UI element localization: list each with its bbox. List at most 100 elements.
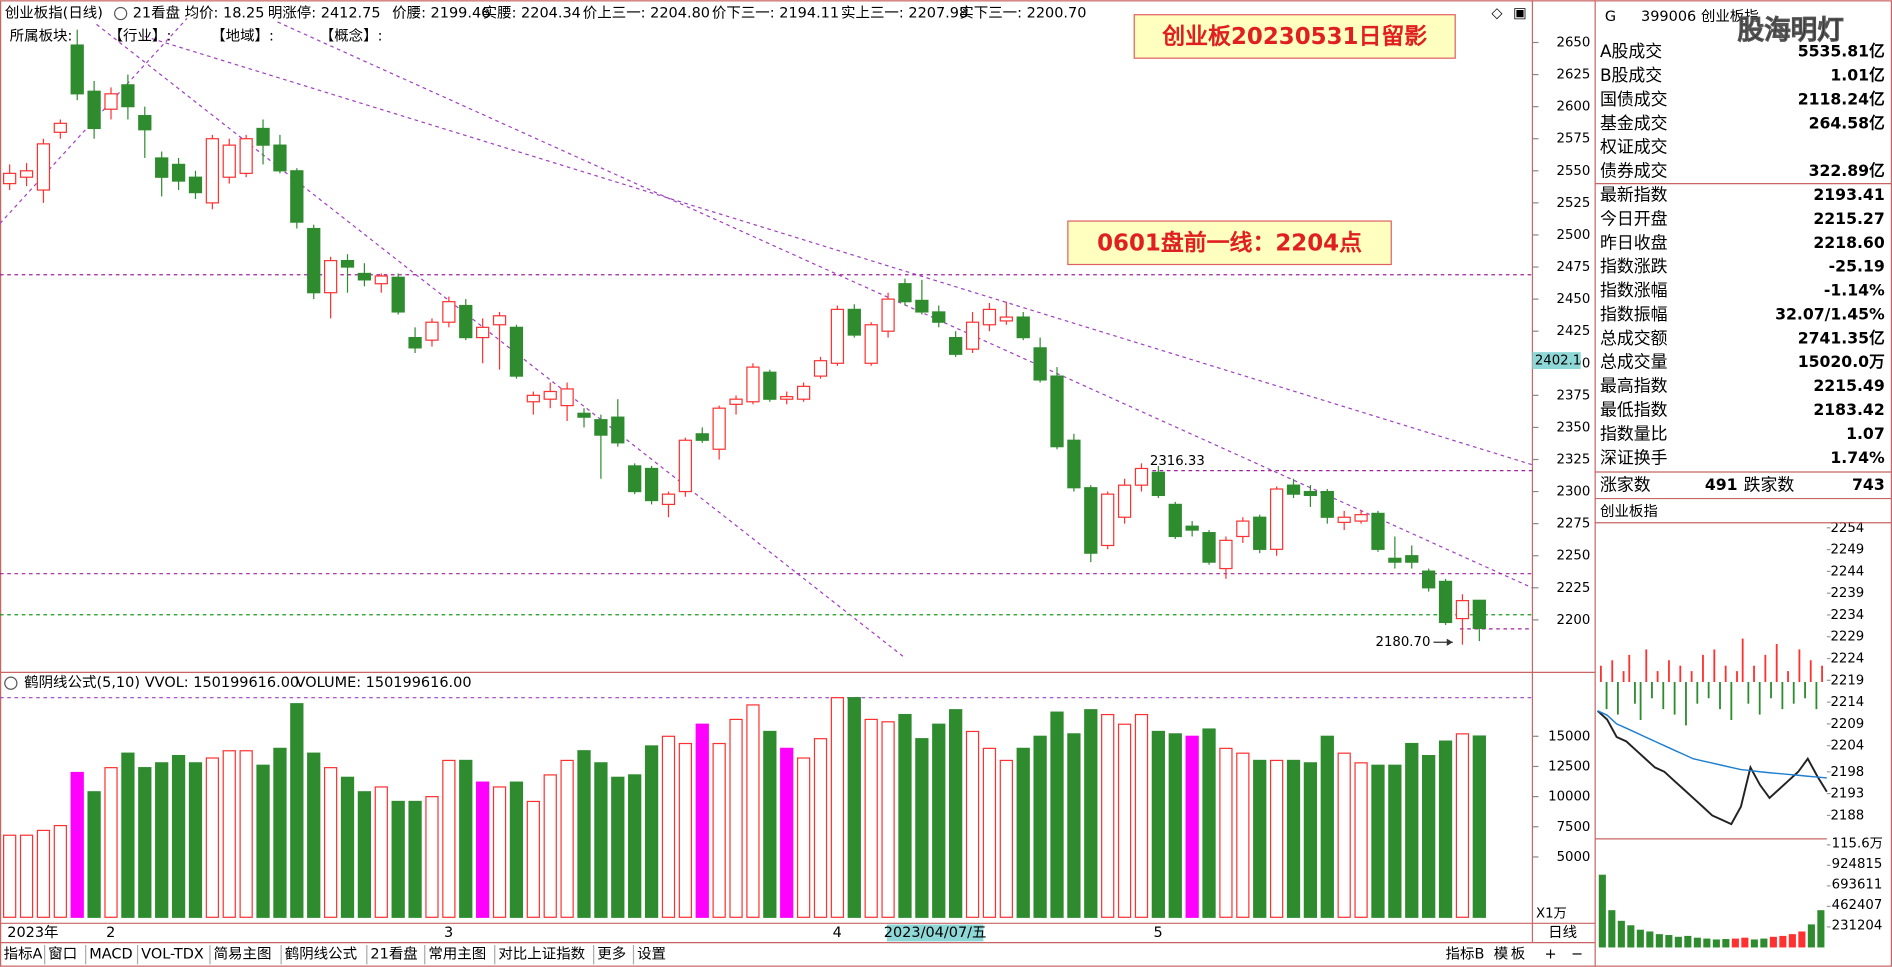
code-tag: G (1605, 9, 1616, 25)
breadth-bar (1668, 660, 1670, 682)
breadth-bar (1758, 681, 1761, 715)
icon (114, 6, 128, 21)
info-label: 总成交量 (1600, 352, 1668, 372)
intraday-volume-bar (1646, 931, 1654, 948)
tab[interactable]: 简易主图 (214, 946, 272, 963)
volume-bar (577, 750, 591, 918)
volume-bar (594, 762, 608, 918)
intraday-volume-bar (1788, 934, 1796, 948)
tab[interactable]: 更多 (597, 946, 626, 963)
tab[interactable]: 指标B (1446, 946, 1485, 963)
volume-bar (1016, 747, 1030, 918)
volume-bar (425, 796, 439, 918)
header-field: 【概念】: (320, 26, 383, 44)
cursor-date: 2023/04/07/五 (884, 925, 987, 941)
info-value: 5535.81亿 (1798, 42, 1885, 61)
intraday-volume-bar (1760, 938, 1768, 948)
candle-body (138, 115, 152, 131)
intraday-volume-bar (1617, 920, 1625, 948)
volume-bar (1219, 747, 1233, 918)
volume-bar (898, 713, 912, 918)
volume-bar (949, 709, 963, 918)
info-label: 指数涨幅 (1600, 280, 1668, 300)
tab[interactable]: VOL-TDX (141, 947, 204, 963)
volume-bar (864, 718, 878, 918)
candle-body (898, 283, 912, 303)
volume-bar (19, 834, 34, 918)
candle-body (340, 260, 355, 268)
candle-body (459, 304, 473, 339)
volume-bar (796, 757, 811, 918)
intraday-volume-bar (1693, 937, 1701, 948)
tab[interactable]: 板 (1511, 945, 1525, 963)
volume-bar (222, 750, 236, 918)
icon (4, 676, 18, 690)
breadth-bar (1617, 681, 1619, 715)
x-tick-label: 5 (1154, 925, 1163, 941)
y-tick-label: 115.6万 (1832, 837, 1883, 852)
tab[interactable]: 常用主图 (428, 946, 486, 963)
header-field: 所属板块: (10, 26, 73, 44)
breadth-bar (1770, 681, 1772, 699)
volume-bar (644, 745, 659, 918)
icon[interactable]: ▣ (1513, 6, 1527, 22)
candle-body (121, 84, 135, 108)
candle-body (374, 275, 388, 285)
candle-body (425, 321, 439, 341)
candle-body (408, 337, 422, 349)
info-value: 2218.60 (1813, 233, 1884, 252)
tab[interactable]: 指标A (4, 946, 43, 963)
y-tick-label: 2650 (1557, 35, 1591, 50)
candle-body (1084, 487, 1098, 554)
candle-body (1101, 493, 1115, 547)
breadth-bar (1702, 654, 1704, 682)
y-tick-label: 15000 (1548, 729, 1590, 744)
period[interactable]: 日线 (1548, 924, 1577, 941)
info-label: 指数振幅 (1600, 304, 1668, 324)
y-tick-label: 2225 (1557, 581, 1591, 596)
chart-title: 创业板指(日线) (5, 4, 103, 22)
tab[interactable]: 21看盘 (370, 945, 417, 963)
tab[interactable]: 设置 (637, 946, 666, 963)
intraday-volume-bar (1798, 931, 1806, 948)
zoom-button[interactable]: + (1544, 947, 1556, 963)
volume-bar (1303, 762, 1318, 918)
breadth-bar (1634, 681, 1636, 704)
intraday-volume-bar (1807, 924, 1815, 948)
volume-bar (138, 767, 152, 918)
volume-bar (53, 824, 67, 918)
info-value: 15020.0万 (1798, 352, 1885, 371)
volume-bar (1151, 730, 1166, 918)
candle-body (442, 301, 456, 323)
zoom-button[interactable]: − (1571, 947, 1583, 963)
volume-bar (1388, 764, 1402, 918)
y-tick-label: 12500 (1548, 759, 1590, 774)
icon[interactable]: ◇ (1491, 6, 1503, 22)
candle-body (273, 144, 287, 172)
tab[interactable]: 对比上证指数 (498, 946, 585, 963)
trend-line (96, 23, 906, 659)
indicator-header: VVOL: 150199616.00 (145, 675, 299, 691)
annotation-box (1067, 220, 1392, 266)
candle-body (678, 439, 693, 493)
info-value: 1.01亿 (1830, 66, 1885, 85)
intraday-volume-bar (1608, 910, 1616, 948)
candle-body (1337, 516, 1351, 523)
tab[interactable]: 鹤阴线公式 (285, 946, 357, 963)
candle-body (19, 170, 34, 178)
info-label: 最低指数 (1600, 399, 1668, 419)
volume-bar (273, 747, 287, 918)
candle-body (1219, 539, 1233, 570)
y-tick-label: 2625 (1557, 68, 1591, 83)
y-tick-label: 2229 (1830, 630, 1864, 645)
candle-body (3, 172, 17, 185)
low-label: 2180.70 (1376, 635, 1431, 650)
volume-bar (391, 800, 405, 918)
volume-bar (1422, 754, 1436, 918)
candle-body (611, 416, 625, 444)
tab[interactable]: 模 (1494, 946, 1508, 963)
tab[interactable]: 窗口 (48, 945, 77, 963)
tab[interactable]: MACD (89, 947, 132, 963)
y-tick-label: 2198 (1830, 765, 1864, 780)
intraday-volume-bar (1684, 935, 1692, 948)
